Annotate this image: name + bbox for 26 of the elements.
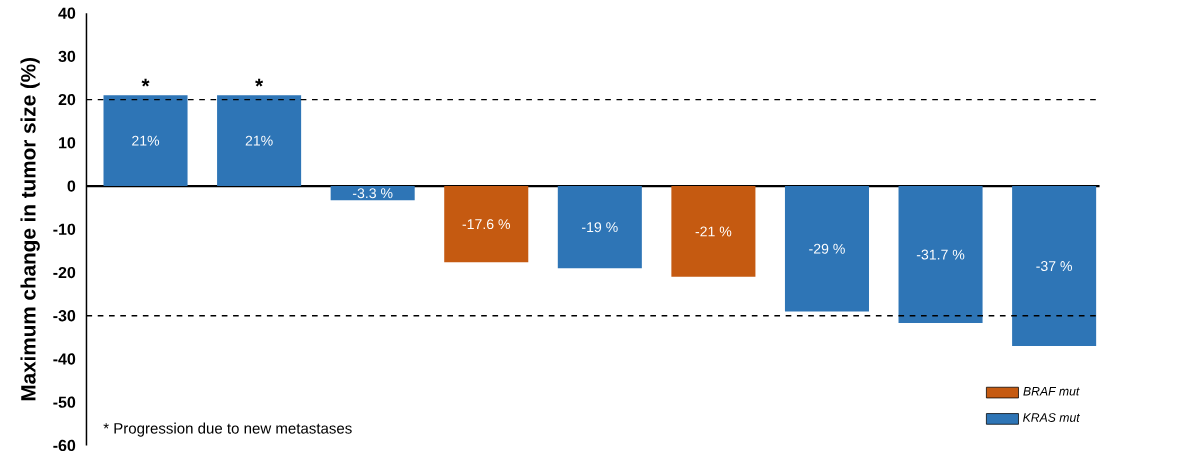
y-tick-label: 20 <box>58 94 76 106</box>
data-label: -21 % <box>695 226 732 237</box>
y-tick-label: -20 <box>53 267 76 279</box>
annotation: * Progression due to new metastases <box>103 422 352 437</box>
data-label: 21% <box>245 135 273 146</box>
annotation: * <box>141 79 150 87</box>
y-tick-label: 10 <box>59 137 76 149</box>
data-label: -31.7 % <box>916 249 965 260</box>
y-axis-title: Maximum change in tumor size (%) <box>20 58 40 401</box>
annotation: * <box>255 79 264 87</box>
data-label: -19 % <box>582 222 618 233</box>
y-tick-label: 30 <box>58 50 76 63</box>
y-tick-label: 40 <box>58 7 76 19</box>
data-label: -17.6 % <box>462 219 511 230</box>
legend-label: KRAS mut <box>1023 413 1081 423</box>
y-tick-label: -40 <box>53 353 76 365</box>
y-tick-label: 0 <box>67 180 76 192</box>
y-tick-label: -50 <box>53 396 76 409</box>
data-label: -3.3 % <box>352 188 393 199</box>
data-label: -29 % <box>809 243 845 254</box>
y-tick-label: -60 <box>53 440 76 452</box>
y-tick-label: -10 <box>53 223 76 236</box>
legend-label: BRAF mut <box>1023 387 1080 396</box>
y-tick-label: -30 <box>53 310 76 322</box>
data-label: -37 % <box>1036 261 1073 272</box>
data-label: 21% <box>132 135 160 146</box>
